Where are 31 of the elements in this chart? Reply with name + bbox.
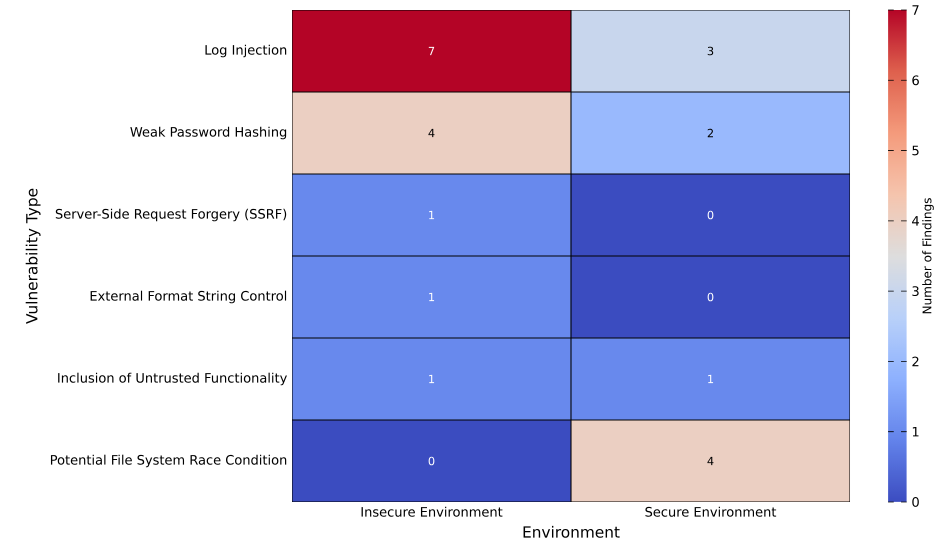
data-label: 4: [428, 128, 434, 138]
y-tick-label: Inclusion of Untrusted Functionality: [58, 372, 287, 386]
data-label: 3: [708, 46, 714, 56]
data-label: 1: [429, 210, 434, 220]
y-tick-label: Server-Side Request Forgery (SSRF): [56, 208, 286, 222]
data-label: 0: [428, 456, 434, 466]
x-tick-label: Insecure Environment: [362, 506, 502, 517]
data-label: 7: [428, 46, 434, 56]
color-bar-label: 3: [912, 286, 919, 296]
color-bar-label: 4: [912, 216, 919, 226]
color-bar-label: 1: [912, 426, 918, 436]
data-label: 1: [429, 292, 434, 302]
color-bar-label: 6: [912, 75, 919, 86]
x-axis-title: Environment: [524, 526, 620, 538]
color-bar-label: 5: [912, 146, 919, 156]
data-label: 0: [708, 210, 714, 220]
y-axis-title: Vulnerability Type: [26, 188, 41, 324]
y-tick-label: Weak Password Hashing: [130, 126, 286, 140]
y-tick-label: External Format String Control: [90, 290, 286, 304]
data-label: 1: [429, 374, 434, 384]
x-tick-label: Secure Environment: [645, 506, 776, 517]
color-bar-title: Number of Findings: [922, 198, 934, 314]
data-label: 1: [708, 374, 714, 384]
color-bar-label: 2: [912, 356, 918, 366]
color-bar-label: 7: [912, 5, 919, 15]
y-tick-label: Log Injection: [205, 44, 286, 58]
data-label: 2: [708, 128, 713, 138]
data-label: 0: [708, 292, 714, 302]
color-bar-label: 0: [912, 497, 919, 507]
data-label: 4: [707, 456, 714, 466]
y-tick-label: Potential File System Race Condition: [50, 454, 286, 468]
